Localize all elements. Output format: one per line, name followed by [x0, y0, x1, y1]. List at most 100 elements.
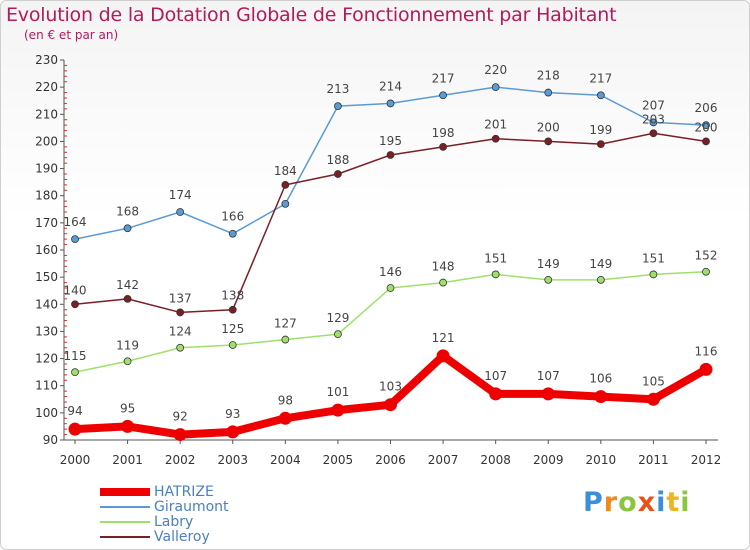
data-label: 217 [432, 71, 455, 85]
legend-swatch-labry [100, 521, 150, 523]
data-label: 218 [537, 69, 560, 83]
x-tick-label: 2003 [217, 453, 248, 467]
y-tick-label: 110 [35, 379, 58, 393]
data-label: 127 [274, 317, 297, 331]
data-label: 214 [379, 79, 402, 93]
data-point [123, 357, 132, 366]
series-line-giraumont [74, 86, 707, 240]
x-tick-label: 2008 [480, 453, 511, 467]
data-label: 207 [642, 98, 665, 112]
x-tick-label: 2007 [428, 453, 459, 467]
data-point [334, 330, 342, 339]
legend-label-valleroy: Valleroy [154, 529, 210, 545]
data-point [173, 428, 187, 442]
legend-swatch-valleroy [100, 536, 150, 538]
data-label: 129 [326, 311, 349, 325]
data-point [386, 99, 395, 108]
logo-letter: i [656, 487, 667, 518]
data-label: 151 [484, 251, 507, 265]
data-label: 203 [642, 112, 665, 126]
data-point [176, 208, 185, 216]
data-point [384, 398, 397, 412]
logo-letter: r [603, 487, 619, 518]
x-tick-label: 2000 [60, 453, 91, 467]
y-tick-label: 220 [35, 80, 58, 94]
data-label: 168 [116, 204, 139, 218]
data-point [228, 341, 237, 349]
chart-title: Evolution de la Dotation Globale de Fonc… [6, 4, 617, 26]
data-point [123, 224, 132, 233]
legend-label-hatrize: HATRIZE [154, 484, 214, 500]
data-label: 166 [221, 210, 244, 224]
data-point [226, 425, 240, 439]
data-label: 188 [326, 153, 349, 167]
chart-axes: 90 100 110 120 130 140 150 160 170 180 190 200 210 22… [35, 53, 721, 467]
data-label: 107 [484, 369, 507, 383]
data-label: 140 [64, 283, 87, 297]
data-label: 124 [169, 325, 192, 339]
data-point [649, 118, 658, 127]
y-tick-label: 90 [43, 433, 58, 447]
y-tick-label: 130 [35, 324, 58, 338]
data-point [649, 270, 658, 279]
data-label: 206 [695, 101, 718, 115]
data-label: 115 [64, 349, 87, 363]
legend-label-labry: Labry [154, 514, 194, 530]
data-label: 142 [116, 278, 139, 292]
data-point [228, 229, 237, 238]
data-point [702, 137, 710, 146]
y-tick-label: 120 [35, 352, 58, 366]
y-tick-label: 150 [35, 270, 58, 284]
y-tick-label: 230 [35, 53, 58, 67]
x-tick-label: 2009 [533, 453, 564, 467]
data-point [439, 278, 447, 287]
y-tick-label: 160 [35, 243, 58, 257]
data-label: 152 [695, 249, 718, 263]
data-point [439, 91, 447, 100]
data-label: 149 [589, 257, 612, 271]
x-tick-label: 2005 [323, 453, 354, 467]
data-point [334, 170, 342, 178]
data-label: 201 [484, 118, 507, 132]
data-label: 195 [379, 134, 402, 148]
data-label: 184 [274, 164, 297, 178]
logo-letter: i [680, 487, 691, 518]
data-point [176, 308, 185, 317]
data-label: 138 [221, 289, 244, 303]
data-point [699, 362, 713, 376]
data-label: 149 [537, 257, 560, 271]
data-label: 148 [432, 260, 455, 274]
data-label: 107 [537, 369, 560, 383]
data-point [334, 102, 342, 111]
data-label: 146 [379, 265, 402, 279]
data-point [702, 267, 710, 276]
data-point [491, 83, 500, 92]
data-label: 103 [379, 380, 402, 394]
data-point [702, 121, 710, 130]
data-point [123, 294, 132, 303]
data-point [386, 284, 395, 292]
proxiti-logo: Proxiti [583, 487, 691, 518]
data-label: 116 [695, 344, 718, 358]
logo-letter: x [637, 487, 657, 518]
data-label: 220 [484, 63, 507, 77]
data-label: 94 [67, 404, 82, 418]
data-label: 217 [589, 71, 612, 85]
data-label: 137 [169, 291, 192, 305]
data-point [544, 137, 553, 146]
y-tick-label: 180 [35, 189, 58, 203]
x-tick-label: 2006 [375, 453, 406, 467]
chart-subtitle: (en € et par an) [24, 28, 119, 42]
x-tick-label: 2010 [586, 453, 617, 467]
data-label: 119 [116, 338, 139, 352]
x-tick-label: 2002 [165, 453, 196, 467]
data-point [281, 180, 290, 189]
data-point [491, 270, 500, 279]
data-point [331, 403, 345, 417]
legend-swatch-giraumont [100, 506, 150, 508]
data-label: 105 [642, 374, 665, 388]
data-point [436, 349, 450, 363]
y-tick-label: 140 [35, 297, 58, 311]
